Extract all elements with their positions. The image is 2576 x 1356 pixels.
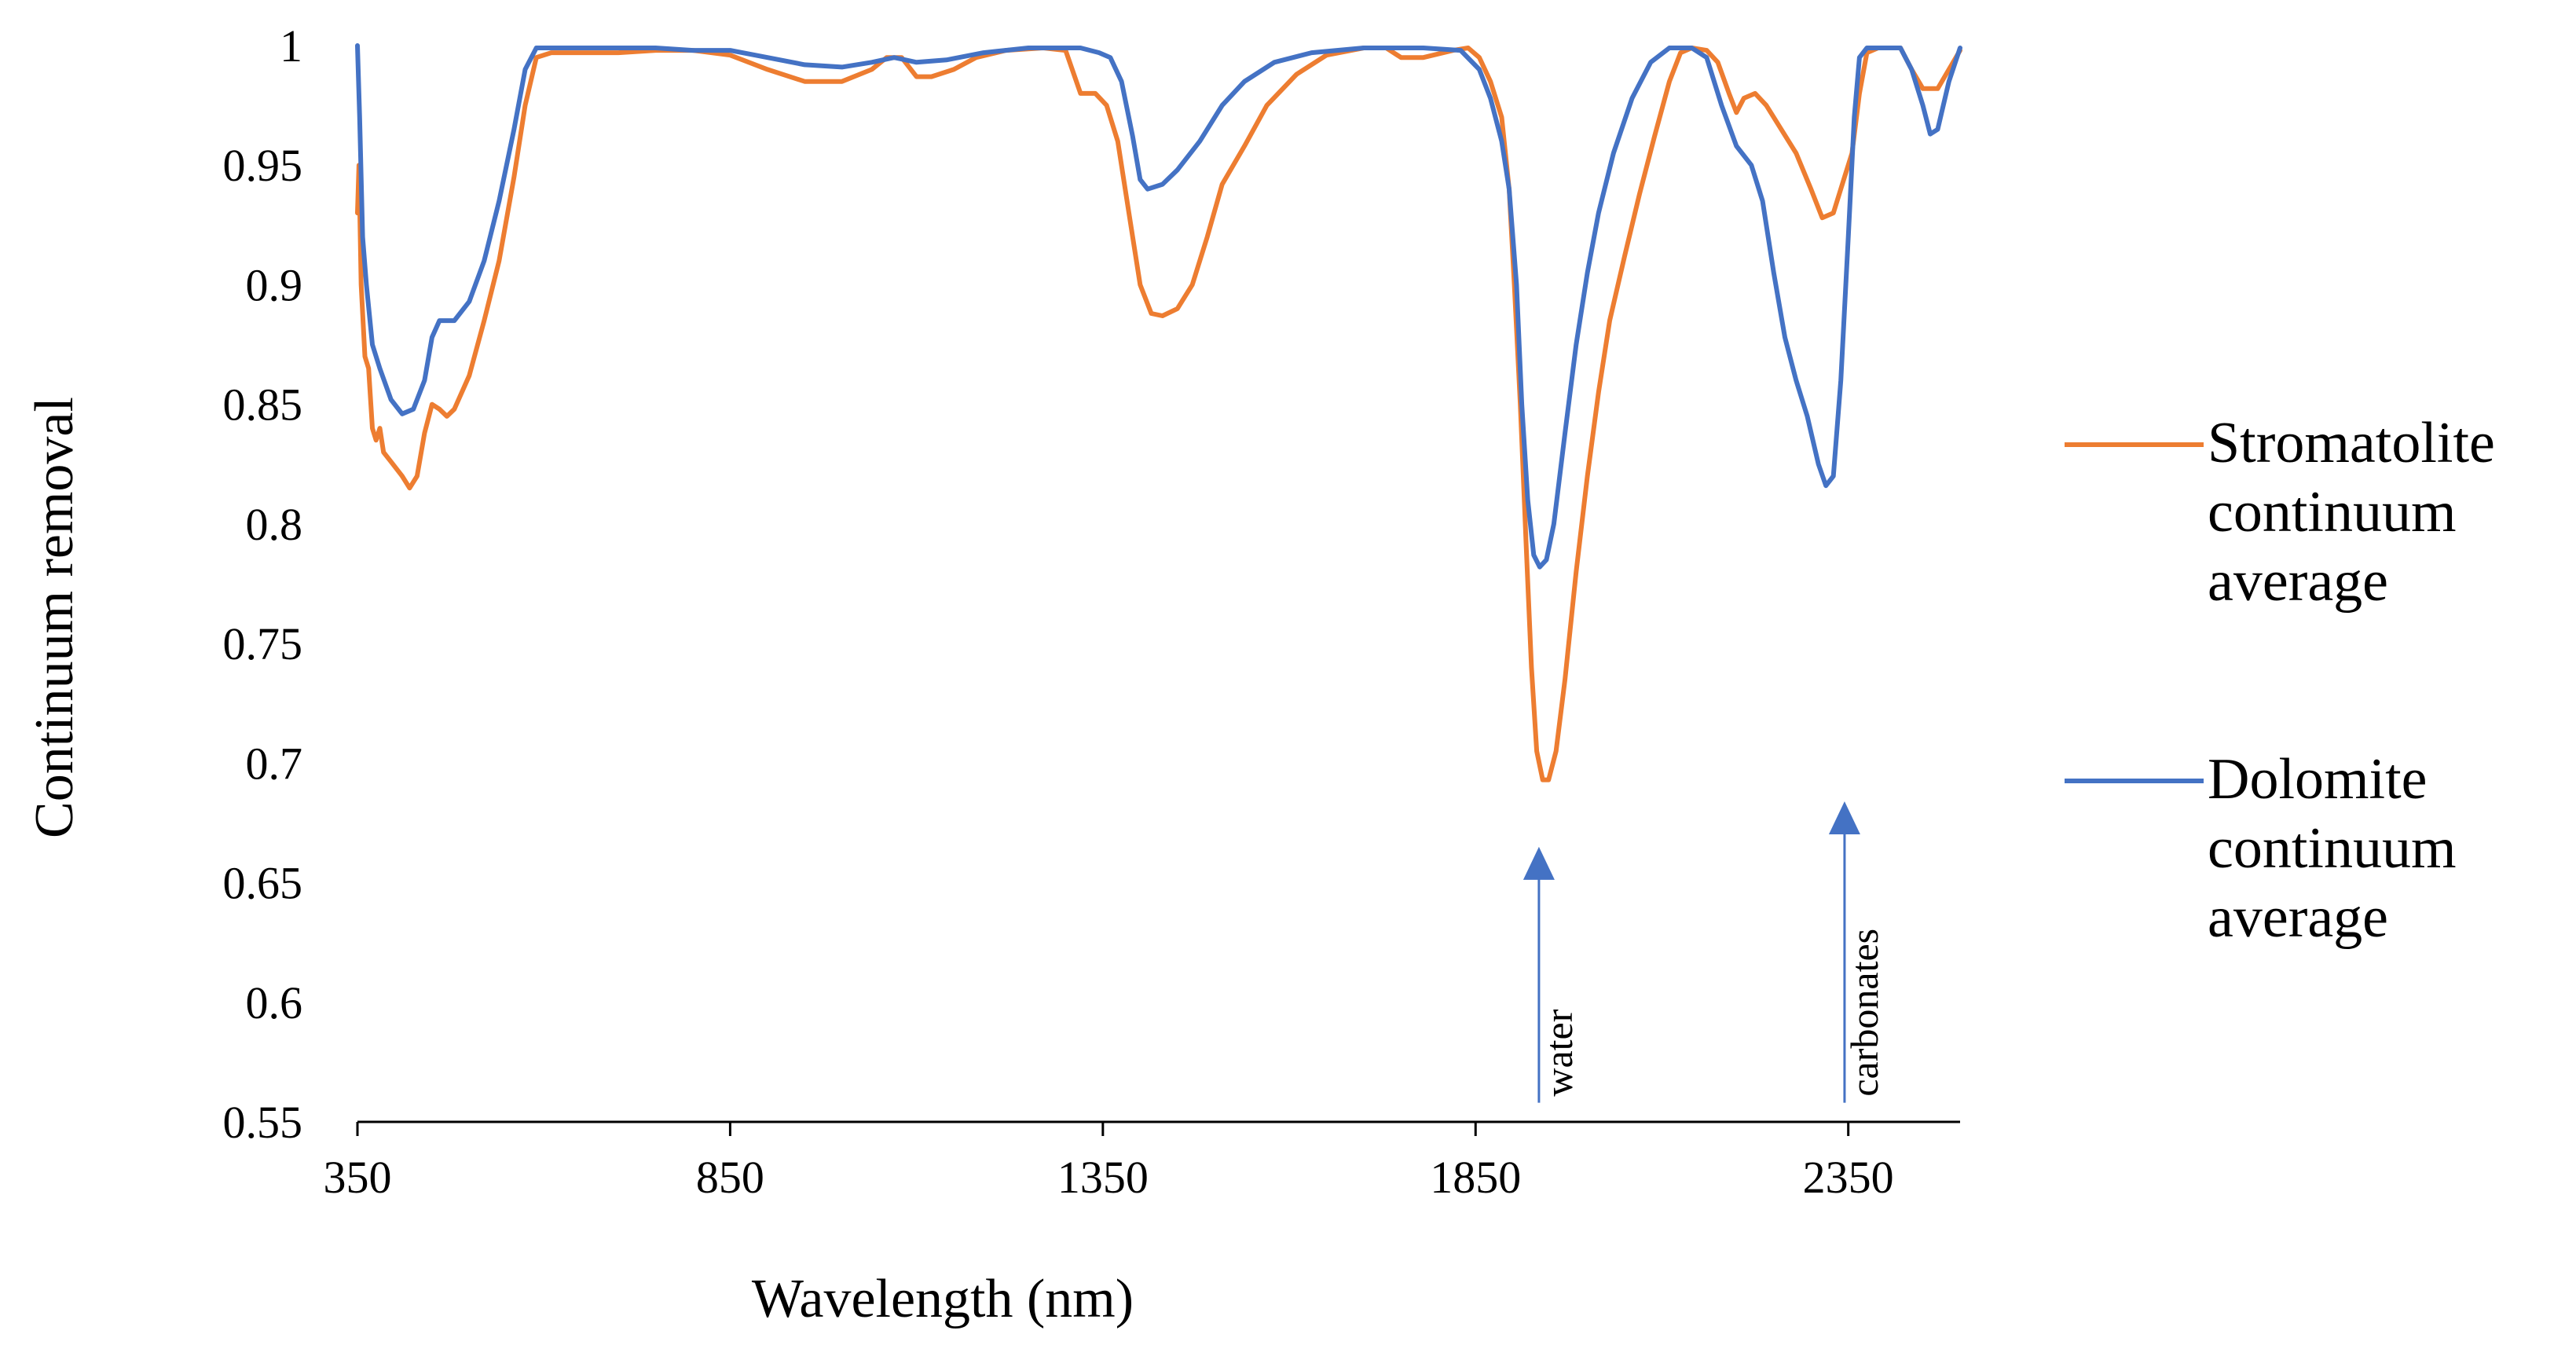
x-tick-label: 1350 [1057, 1152, 1149, 1203]
y-tick-label: 0.8 [246, 499, 303, 550]
x-tick-label: 1850 [1430, 1152, 1521, 1203]
series-lines [355, 43, 1962, 782]
annotation-label: water [1537, 1009, 1581, 1096]
annotation-label: carbonates [1842, 929, 1886, 1097]
annotation-arrow-carbonates: carbonates [1828, 801, 1886, 1103]
legend-label: Dolomite [2208, 747, 2428, 812]
y-tick-label: 0.75 [223, 618, 303, 669]
x-tick-label: 850 [696, 1152, 764, 1203]
arrowhead-icon [1523, 846, 1555, 880]
y-axis-ticks: 0.55 0.6 0.65 0.7 0.75 0.8 0.85 0.9 0.95 1 [223, 20, 303, 1148]
legend-label: continuum [2208, 816, 2457, 881]
y-tick-label: 0.85 [223, 379, 303, 431]
legend-label: continuum [2208, 480, 2457, 544]
arrowhead-icon [1828, 801, 1860, 835]
y-tick-label: 0.55 [223, 1097, 303, 1148]
y-tick-label: 0.95 [223, 140, 303, 191]
y-tick-label: 0.6 [246, 977, 303, 1028]
stromatolite-series-line [355, 46, 1962, 782]
legend: StromatolitecontinuumaverageDolomitecont… [2065, 411, 2495, 950]
annotation-arrow-water: water [1523, 846, 1581, 1103]
legend-label: Stromatolite [2208, 411, 2495, 475]
x-axis-title: Wavelength (nm) [752, 1269, 1134, 1329]
legend-label: average [2208, 549, 2388, 614]
annotations: water carbonates [1523, 801, 1886, 1103]
y-tick-label: 1 [280, 20, 302, 71]
x-tick-label: 2350 [1803, 1152, 1894, 1203]
y-axis-title: Continuum removal [24, 397, 85, 838]
x-axis-ticks: 350 850 1350 1850 2350 [324, 1122, 1894, 1203]
x-tick-label: 350 [324, 1152, 392, 1203]
y-tick-label: 0.9 [246, 259, 303, 310]
y-tick-label: 0.65 [223, 858, 303, 909]
legend-label: average [2208, 885, 2388, 950]
y-tick-label: 0.7 [246, 738, 303, 789]
dolomite-series-line [355, 43, 1962, 570]
